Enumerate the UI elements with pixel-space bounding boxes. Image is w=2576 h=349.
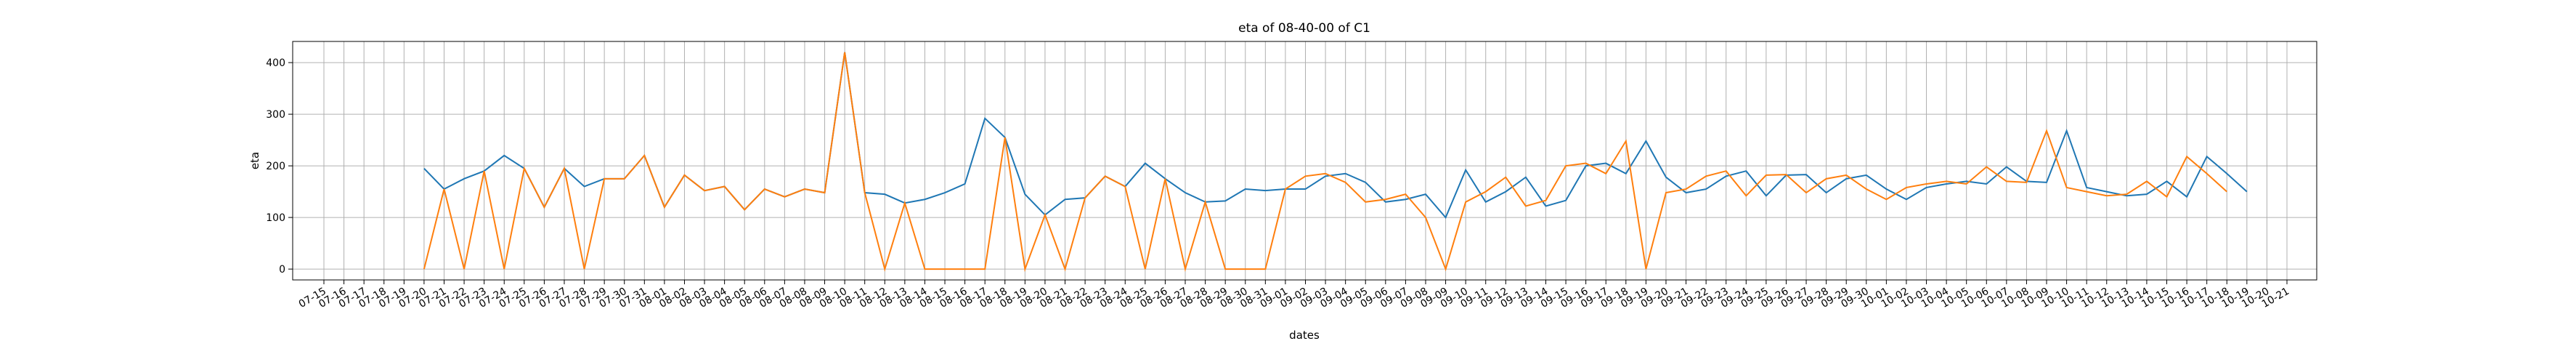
x-axis-label: dates — [1289, 329, 1320, 342]
y-axis-label: eta — [248, 152, 261, 169]
plot-frame — [292, 41, 2317, 281]
y-tick-label: 0 — [279, 264, 285, 276]
y-tick-label: 200 — [266, 161, 285, 172]
y-tick-label: 400 — [266, 57, 285, 69]
y-tick-label: 300 — [266, 109, 285, 121]
y-tick-label: 100 — [266, 212, 285, 224]
series-line — [423, 52, 2248, 219]
series-line — [423, 52, 2227, 273]
chart-title: eta of 08-40-00 of C1 — [1238, 21, 1370, 36]
